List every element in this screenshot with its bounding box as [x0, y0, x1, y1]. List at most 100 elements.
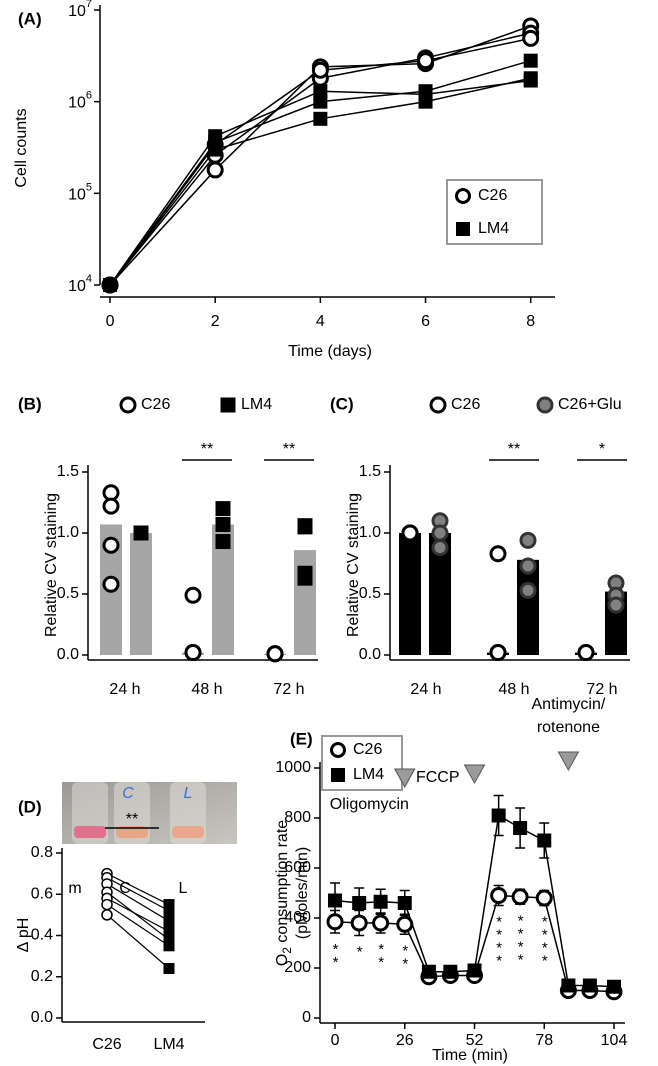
y-tick-base: 10 [68, 187, 86, 204]
marker-circle [489, 644, 507, 662]
y-tick-label: 0.8 [31, 844, 53, 861]
x-tick-label: 0 [106, 313, 115, 330]
y-label-sub: 2 [280, 947, 294, 954]
pair-line [106, 914, 170, 969]
y-tick-label: 1.5 [359, 463, 381, 480]
marker-square [523, 53, 538, 68]
x-tick-label: C26 [92, 1036, 121, 1053]
y-tick-exponent: 4 [86, 273, 92, 285]
legend-label: LM4 [353, 766, 384, 783]
marker-circle [607, 596, 625, 614]
y-tick-label: 800 [284, 809, 311, 826]
marker-square [220, 397, 236, 413]
marker-square [607, 979, 622, 994]
y-axis-label: Cell counts [13, 108, 30, 187]
legend-label: C26 [141, 396, 170, 413]
marker-square [373, 894, 388, 909]
y-tick-exponent: 6 [86, 90, 92, 102]
marker-square [352, 896, 367, 910]
x-tick-label: 8 [526, 313, 535, 330]
y-axis-label: Δ pH [15, 918, 32, 953]
marker-square [537, 833, 552, 848]
marker-square [297, 570, 313, 586]
series-line [109, 79, 531, 286]
marker-circle [102, 536, 120, 554]
marker-circle [102, 484, 120, 502]
marker-circle [455, 188, 471, 204]
marker-square [103, 278, 118, 292]
marker-circle [519, 531, 537, 549]
y-tick-label: 1.0 [359, 524, 381, 541]
marker-square [313, 94, 328, 109]
marker-circle [577, 644, 595, 662]
marker-square [397, 896, 412, 910]
pair-line [106, 897, 170, 932]
significance: ** [327, 941, 344, 967]
photo-label: m [68, 880, 81, 897]
marker-square [328, 893, 343, 908]
marker-circle [266, 645, 284, 663]
y-tick-label: 0.5 [359, 585, 381, 602]
legend-box [321, 735, 403, 791]
marker-circle [431, 539, 449, 557]
marker-square [215, 516, 231, 532]
y-tick-label: 106 [68, 90, 92, 112]
x-tick-label: 104 [601, 1032, 628, 1049]
marker-circle [522, 29, 540, 47]
pair-line [106, 891, 170, 941]
marker-square [133, 525, 149, 541]
legend-label: LM4 [241, 396, 272, 413]
marker-circle [417, 52, 435, 70]
y-tick-label: 0.5 [57, 585, 79, 602]
significance: ** [508, 441, 520, 458]
y-axis-label-line: O2 consumption rate [274, 820, 294, 966]
x-tick-label: LM4 [153, 1036, 184, 1053]
y-tick-exponent: 5 [86, 181, 92, 193]
y-tick-label: 0.0 [31, 1009, 53, 1026]
legend-label: C26 [478, 187, 507, 204]
marker-circle [490, 887, 508, 904]
y-label-rest: consumption rate [274, 820, 291, 947]
marker-square [513, 821, 528, 835]
marker-square [491, 808, 506, 823]
y-axis-label: O2 consumption rate (pMoles/min) [274, 820, 311, 966]
series-line [109, 77, 531, 286]
y-tick-label: 0.0 [359, 646, 381, 663]
marker-square [582, 978, 597, 993]
marker-square [215, 501, 231, 517]
significance: ** [397, 942, 414, 968]
marker-circle [535, 889, 553, 907]
panel-label: (B) [18, 394, 42, 413]
marker-circle [396, 915, 414, 933]
annotation-marker [463, 764, 486, 785]
pair-line [106, 873, 170, 906]
marker-square [456, 222, 470, 236]
marker-square [418, 94, 433, 109]
y-tick-label: 1.5 [57, 463, 79, 480]
legend-label: C26 [451, 396, 480, 413]
significance: ** [201, 441, 213, 458]
tube-mark: C [122, 785, 134, 802]
x-tick-label: 6 [421, 313, 430, 330]
pair-line [106, 883, 170, 922]
y-tick-base: 10 [68, 3, 86, 20]
y-axis-label: Relative CV staining [43, 493, 60, 637]
significance: ** [373, 941, 390, 967]
marker-circle [102, 575, 120, 593]
y-tick-base: 10 [68, 278, 86, 295]
marker-circle [330, 742, 346, 758]
x-tick-label: 78 [535, 1032, 553, 1049]
x-axis-label: Time (days) [288, 343, 372, 360]
photo-label: C [119, 880, 131, 897]
marker-square [163, 905, 175, 917]
bar [212, 524, 234, 655]
panel-label: (A) [18, 9, 42, 28]
y-tick-label: 104 [68, 273, 92, 295]
annotation: Oligomycin [330, 796, 409, 813]
marker-square [313, 111, 328, 126]
y-tick-label: 200 [284, 959, 311, 976]
marker-circle [536, 396, 554, 414]
marker-circle [184, 586, 202, 604]
marker-circle [519, 581, 537, 599]
x-tick-label: 4 [316, 313, 325, 330]
